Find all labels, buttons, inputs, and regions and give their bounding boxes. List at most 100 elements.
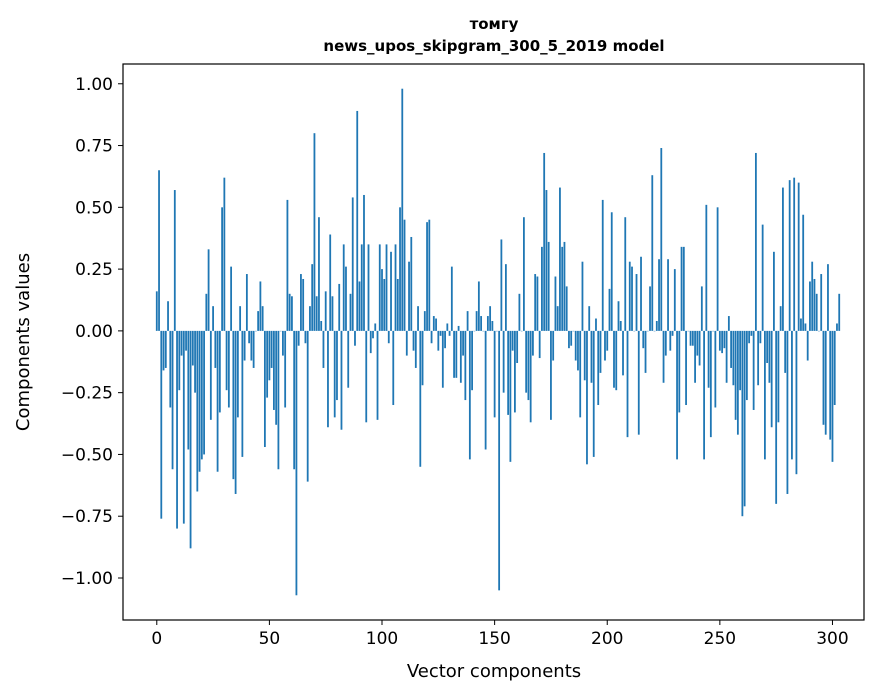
bar-274 <box>773 251 775 331</box>
bar-190 <box>583 330 586 381</box>
bar-200 <box>606 330 609 351</box>
bar-131 <box>450 266 453 331</box>
bar-262 <box>745 330 748 401</box>
bar-126 <box>439 330 442 336</box>
bar-series <box>155 88 841 596</box>
bar-85 <box>347 330 350 388</box>
bar-283 <box>793 177 796 331</box>
bar-11 <box>180 330 183 356</box>
bar-31 <box>225 330 228 391</box>
bar-273 <box>770 330 773 428</box>
bar-52 <box>273 330 275 410</box>
bar-81 <box>338 283 341 331</box>
bar-238 <box>691 330 694 346</box>
bar-303 <box>838 293 841 331</box>
bar-28 <box>218 330 221 413</box>
bar-107 <box>396 278 399 331</box>
bar-264 <box>750 330 753 336</box>
bar-163 <box>523 217 525 331</box>
bar-58 <box>286 199 289 331</box>
bar-158 <box>511 330 514 351</box>
bar-232 <box>678 330 681 413</box>
bar-175 <box>550 330 552 420</box>
bar-36 <box>236 330 239 418</box>
bar-253 <box>725 330 728 383</box>
bar-54 <box>277 330 280 470</box>
bar-235 <box>685 330 687 406</box>
bar-289 <box>806 330 809 361</box>
bar-41 <box>248 330 251 344</box>
bar-292 <box>813 278 816 331</box>
bar-49 <box>266 330 269 398</box>
y-tick-label: −0.75 <box>61 507 113 527</box>
bar-83 <box>342 244 345 331</box>
bar-184 <box>570 330 573 346</box>
bar-217 <box>644 330 647 373</box>
bar-244 <box>705 204 708 331</box>
bar-226 <box>664 330 667 356</box>
x-tick-label: 0 <box>151 629 162 649</box>
bar-115 <box>414 330 417 368</box>
bar-266 <box>754 152 757 331</box>
bar-91 <box>360 244 363 331</box>
bar-61 <box>293 330 296 470</box>
bar-243 <box>703 330 705 460</box>
bar-142 <box>475 311 478 331</box>
bar-144 <box>480 316 483 331</box>
bar-167 <box>532 330 534 356</box>
bar-172 <box>543 152 546 331</box>
bar-240 <box>696 330 699 356</box>
bar-12 <box>182 330 185 524</box>
bar-291 <box>811 261 814 331</box>
bar-66 <box>304 330 307 344</box>
bar-222 <box>655 321 658 331</box>
bar-241 <box>698 330 701 366</box>
bar-225 <box>662 330 665 383</box>
y-tick-label: 0.00 <box>75 322 113 342</box>
bar-205 <box>617 301 620 331</box>
bar-20 <box>200 330 203 460</box>
bar-296 <box>822 330 825 425</box>
bar-70 <box>313 133 316 331</box>
bar-231 <box>676 330 678 460</box>
bar-146 <box>484 330 487 450</box>
bar-132 <box>453 330 455 378</box>
bar-233 <box>680 246 683 331</box>
bar-40 <box>245 274 248 331</box>
bar-87 <box>351 197 354 331</box>
x-axis-ticks: 0 50 100 150 200 250 300 <box>151 620 849 649</box>
bar-113 <box>410 236 413 331</box>
bar-136 <box>462 330 464 356</box>
bar-170 <box>538 330 541 359</box>
bar-43 <box>252 330 255 368</box>
bar-234 <box>682 246 685 331</box>
bar-277 <box>779 306 782 331</box>
bar-133 <box>455 330 458 378</box>
bar-242 <box>700 286 703 331</box>
bar-154 <box>502 330 505 393</box>
bar-149 <box>491 321 494 331</box>
bar-118 <box>421 330 424 386</box>
bar-4 <box>164 330 167 368</box>
x-tick-label: 200 <box>591 629 623 649</box>
chart-title-line2: news_upos_skipgram_300_5_2019 model <box>323 37 664 55</box>
bar-285 <box>797 182 800 331</box>
bar-116 <box>417 306 419 331</box>
bar-84 <box>345 266 347 331</box>
bar-254 <box>727 316 730 331</box>
x-tick-label: 150 <box>478 629 510 649</box>
bar-60 <box>291 296 293 331</box>
bar-3 <box>162 330 165 371</box>
bar-69 <box>311 264 314 331</box>
bar-275 <box>775 330 778 504</box>
bar-216 <box>642 330 645 349</box>
bar-128 <box>444 330 446 349</box>
bar-14 <box>187 330 190 450</box>
bar-249 <box>716 207 719 331</box>
y-axis-ticks: 1.00 0.75 0.50 0.25 0.00 −0.25 −0.50 −0.75 −1.00 <box>61 75 123 589</box>
bar-268 <box>759 330 762 344</box>
bar-92 <box>363 194 365 331</box>
bar-181 <box>563 241 566 331</box>
bar-179 <box>559 187 561 331</box>
bar-56 <box>282 330 284 356</box>
